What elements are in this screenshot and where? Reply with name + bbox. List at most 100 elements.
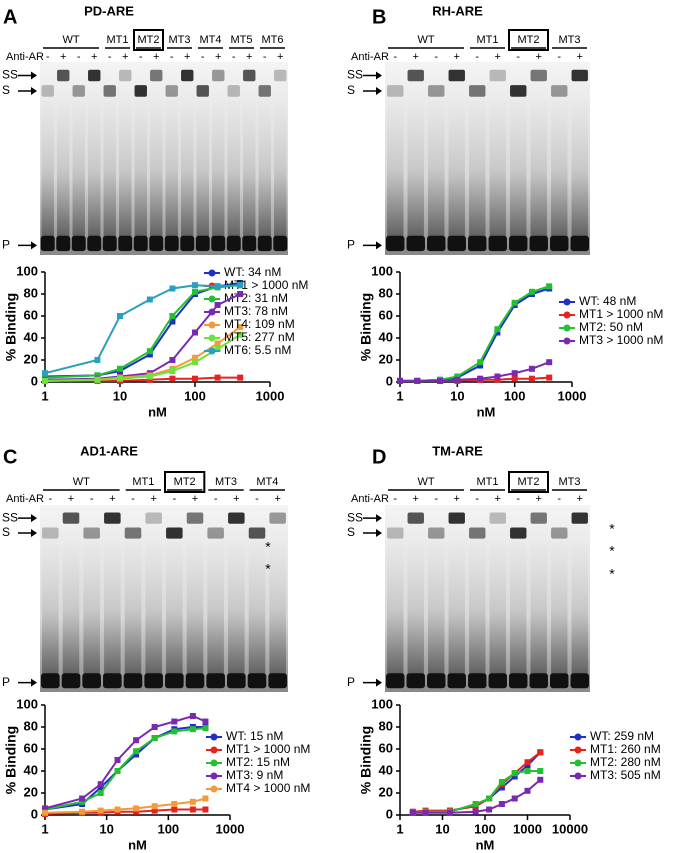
- asterisk: *: [609, 521, 615, 537]
- band-arrowhead: [376, 678, 382, 687]
- shift-band: [530, 69, 547, 82]
- y-tick-label: 80: [379, 285, 393, 300]
- shift-band: [62, 512, 80, 524]
- x-tick-label: 100: [474, 821, 496, 836]
- data-point: [511, 770, 518, 777]
- legend-marker: [563, 337, 571, 345]
- legend-label: MT1 > 1000 nM: [226, 742, 310, 756]
- legend-marker: [208, 308, 216, 316]
- legend-label: MT2: 50 nM: [579, 320, 643, 334]
- free-probe-band: [87, 235, 102, 252]
- gel-lane: [41, 100, 54, 240]
- data-point: [494, 326, 501, 333]
- gel-lane: [212, 100, 225, 240]
- shift-band: [387, 527, 404, 539]
- lane-sign: +: [274, 493, 280, 505]
- data-point: [511, 370, 518, 377]
- band-label: S: [2, 83, 10, 97]
- free-probe-band: [103, 673, 122, 689]
- free-probe-band: [242, 235, 257, 252]
- gel-lane: [150, 100, 163, 240]
- asterisk: *: [265, 539, 271, 555]
- shift-band: [469, 527, 486, 539]
- lane-group-label: MT3: [215, 476, 237, 488]
- free-probe-band: [447, 235, 466, 252]
- gel-lane: [530, 542, 547, 678]
- legend-marker: [210, 733, 218, 741]
- data-point: [133, 751, 140, 758]
- legend-label: MT6: 5.5 nM: [224, 343, 291, 357]
- data-point: [537, 749, 544, 756]
- data-point: [171, 806, 178, 813]
- y-tick-label: 0: [31, 373, 38, 388]
- shift-band: [571, 69, 588, 82]
- free-probe-band: [61, 673, 81, 689]
- gel-lane: [134, 100, 147, 240]
- y-tick-label: 0: [386, 373, 393, 388]
- anti-ar-label: Anti-AR: [6, 51, 44, 63]
- shift-band: [407, 69, 424, 82]
- data-point: [524, 787, 531, 794]
- lane-sign: +: [454, 493, 460, 505]
- data-point: [202, 718, 209, 725]
- shift-band: [274, 69, 287, 82]
- data-point: [472, 808, 479, 815]
- band-arrowhead: [31, 86, 37, 95]
- lane-sign: +: [91, 51, 97, 63]
- shift-band: [119, 69, 132, 82]
- free-probe-band: [226, 235, 241, 252]
- free-probe-band: [447, 673, 466, 689]
- data-point: [454, 373, 461, 380]
- x-axis-label: nM: [128, 837, 147, 852]
- free-probe-band: [550, 673, 569, 689]
- data-point: [202, 806, 209, 813]
- band-label: P: [347, 238, 355, 252]
- band-arrowhead: [31, 71, 37, 80]
- data-point: [171, 718, 178, 725]
- gel-lane: [124, 542, 142, 678]
- shift-band: [469, 85, 486, 97]
- shift-band: [186, 512, 204, 524]
- y-tick-label: 40: [379, 329, 393, 344]
- data-point: [414, 377, 421, 384]
- data-point: [214, 283, 221, 290]
- free-probe-band: [102, 235, 117, 252]
- lane-sign: +: [536, 51, 542, 63]
- legend-marker: [563, 324, 571, 332]
- gel-lane: [196, 100, 209, 240]
- y-axis-label: % Binding: [3, 726, 19, 794]
- x-tick-label: 1000: [558, 388, 587, 403]
- free-probe-band: [118, 235, 133, 252]
- lane-group-label: MT6: [262, 34, 284, 46]
- data-point: [97, 807, 104, 814]
- free-probe-band: [386, 235, 405, 252]
- gel-lane: [243, 100, 256, 240]
- x-tick-label: 10000: [552, 821, 588, 836]
- band-label: SS: [2, 68, 18, 82]
- legend-marker: [574, 759, 582, 767]
- lane-sign: +: [150, 493, 156, 505]
- fit-line: [400, 285, 550, 382]
- data-point: [42, 370, 48, 377]
- anti-ar-label: Anti-AR: [351, 493, 389, 505]
- data-point: [192, 375, 198, 382]
- gel-lane: [489, 100, 506, 240]
- data-point: [117, 375, 123, 382]
- gel-lane: [274, 100, 287, 240]
- free-probe-band: [406, 235, 425, 252]
- data-point: [546, 359, 553, 366]
- data-point: [169, 285, 176, 292]
- lane-sign: +: [413, 51, 419, 63]
- gel-lane: [103, 100, 116, 240]
- x-tick-label: 10: [99, 821, 113, 836]
- data-point: [528, 288, 535, 295]
- data-point: [79, 798, 86, 805]
- band-label: P: [347, 675, 355, 689]
- y-tick-label: 20: [24, 784, 38, 799]
- free-probe-band: [488, 673, 507, 689]
- shift-band: [134, 85, 147, 97]
- data-point: [133, 737, 140, 744]
- gel-title: TM-ARE: [432, 443, 483, 458]
- x-tick-label: 100: [504, 388, 526, 403]
- legend-marker: [208, 347, 216, 355]
